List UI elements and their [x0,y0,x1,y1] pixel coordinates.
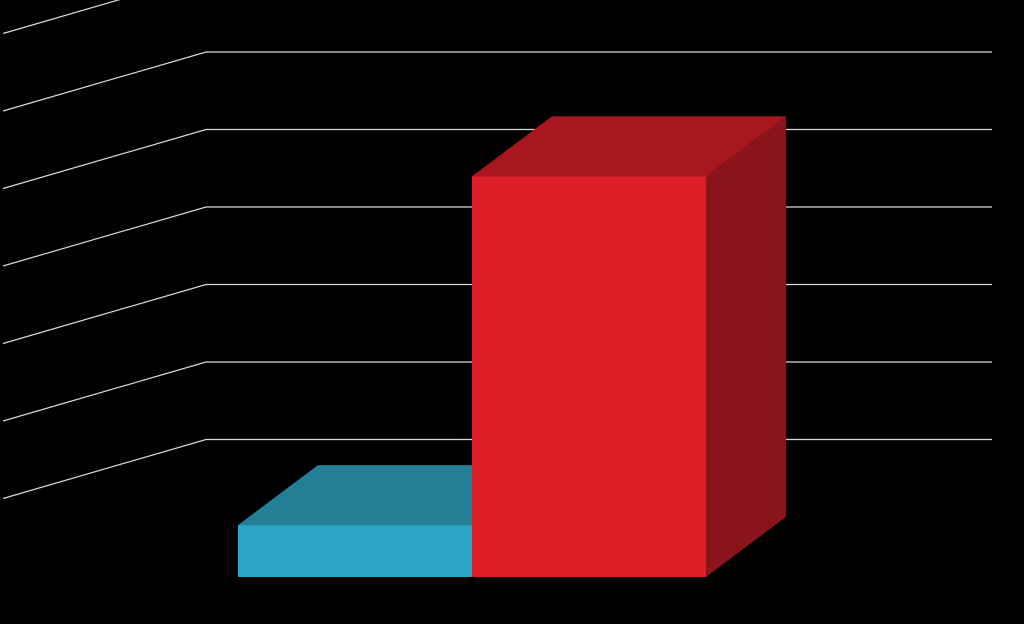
bar-front [472,176,706,577]
gridline [2,0,121,35]
bar-side [706,116,786,577]
bar [472,116,786,577]
bar-front [238,525,472,577]
bar-top [472,116,786,177]
bars [238,116,786,577]
gridline [2,51,992,112]
